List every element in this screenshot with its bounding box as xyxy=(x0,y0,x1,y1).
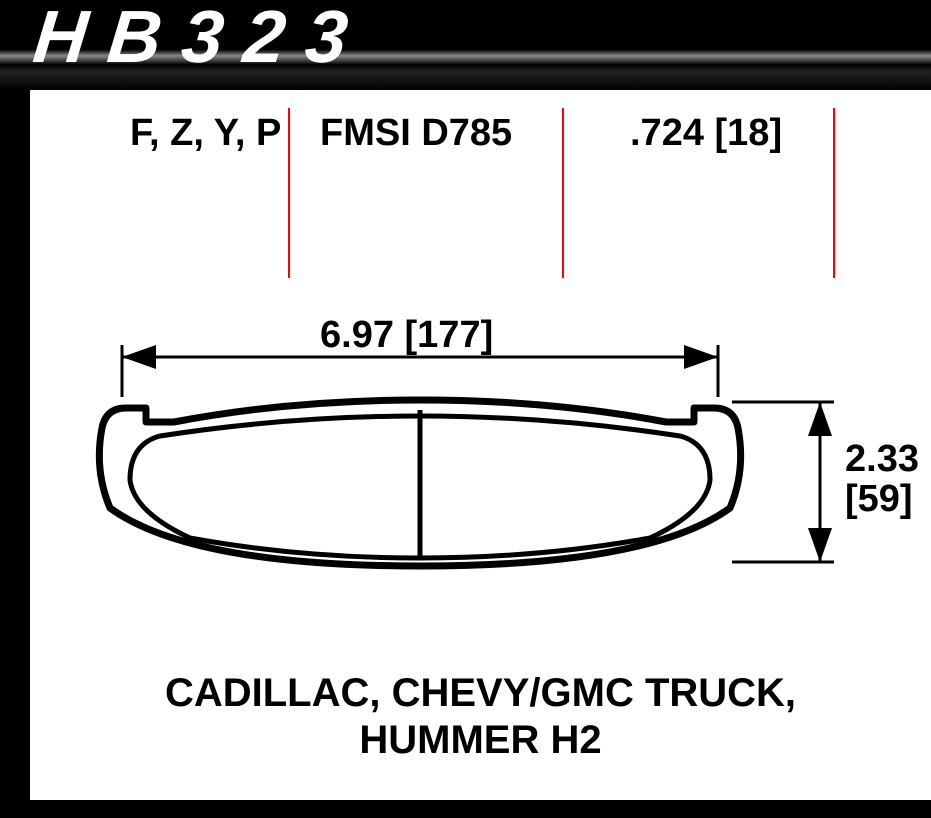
dimension-height-mm: [59] xyxy=(845,478,913,520)
frame-left xyxy=(0,90,30,818)
brake-pad-outline xyxy=(90,380,750,590)
page-root: HB323 F, Z, Y, P FMSI D785 .724 [18] 6.9… xyxy=(0,0,931,818)
applications-line2: HUMMER H2 xyxy=(359,718,601,762)
header-bar: HB323 xyxy=(0,0,931,90)
content-area: F, Z, Y, P FMSI D785 .724 [18] 6.97 [177… xyxy=(30,90,931,800)
part-number: HB323 xyxy=(30,0,373,79)
applications-line1: CADILLAC, CHEVY/GMC TRUCK, xyxy=(165,671,796,715)
frame-bottom xyxy=(0,800,931,818)
dimension-height-label: 2.33 [59] xyxy=(845,440,919,520)
vehicle-applications: CADILLAC, CHEVY/GMC TRUCK, HUMMER H2 xyxy=(30,670,931,764)
dimension-height-value: 2.33 xyxy=(845,438,919,480)
